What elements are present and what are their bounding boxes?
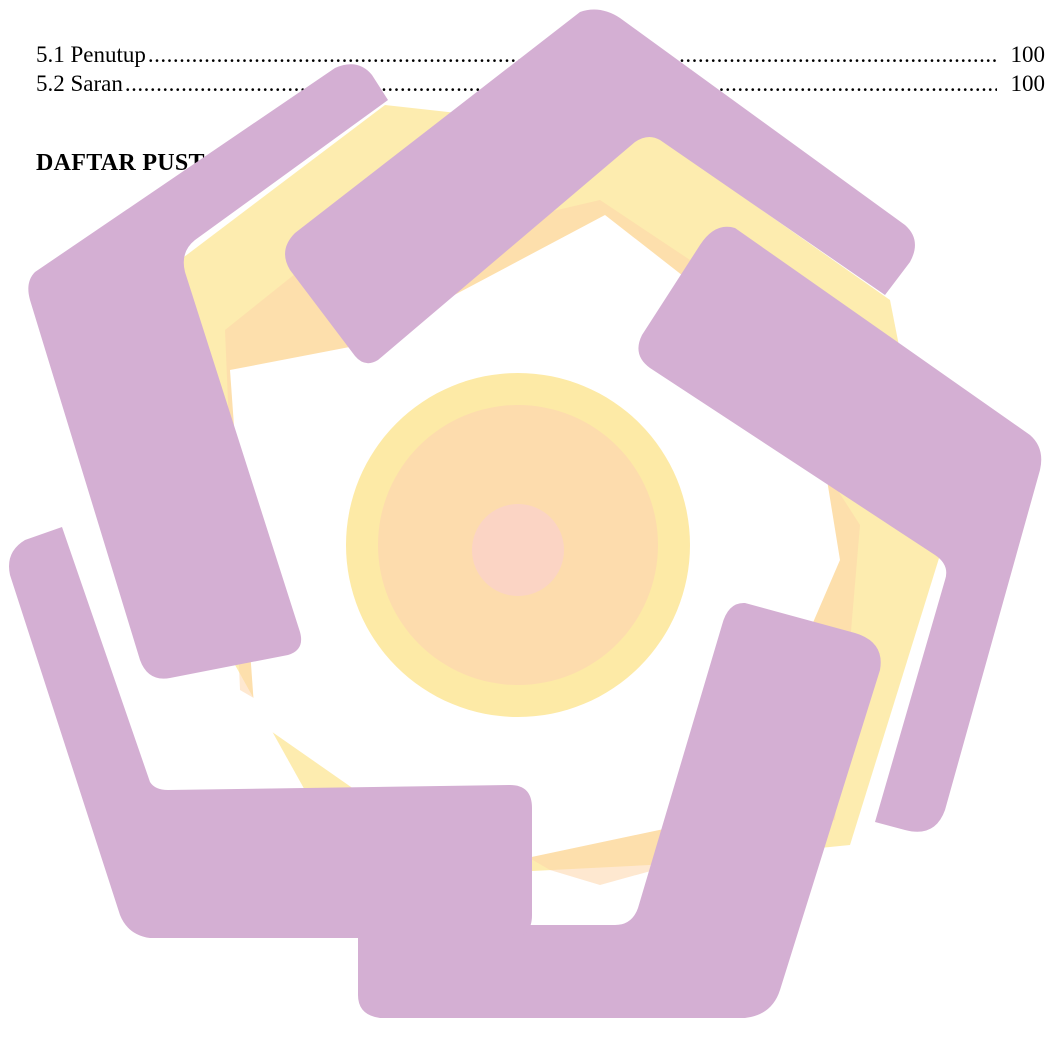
- watermark-center-circle-inner: [378, 405, 658, 685]
- section-heading: DAFTAR PUSTAKA: [36, 150, 258, 176]
- watermark-inner-pentagon: [230, 215, 840, 870]
- toc-entry: 5.2 Saran 100: [36, 69, 1045, 98]
- toc-entry-label: 5.2 Saran: [36, 71, 123, 96]
- watermark-center-circle-outer: [346, 373, 690, 717]
- toc-entry-page: 100: [1010, 42, 1045, 67]
- watermark-arm-right: [638, 226, 1042, 832]
- watermark-center-dot: [472, 504, 564, 596]
- toc-entry: 5.1 Penutup 100: [36, 40, 1045, 69]
- toc-entry-page: 100: [1010, 71, 1045, 96]
- toc-leader-dots: [148, 40, 997, 69]
- watermark-yellow-band: [180, 105, 940, 880]
- watermark-orange-band: [225, 200, 860, 885]
- watermark-arm-bottom-right: [358, 602, 881, 1018]
- toc-entry-label: 5.1 Penutup: [36, 42, 146, 67]
- watermark-arm-bottom-left: [9, 527, 532, 938]
- toc-leader-dots: [125, 69, 997, 98]
- table-of-contents: 5.1 Penutup 100 5.2 Saran 100: [36, 40, 1045, 98]
